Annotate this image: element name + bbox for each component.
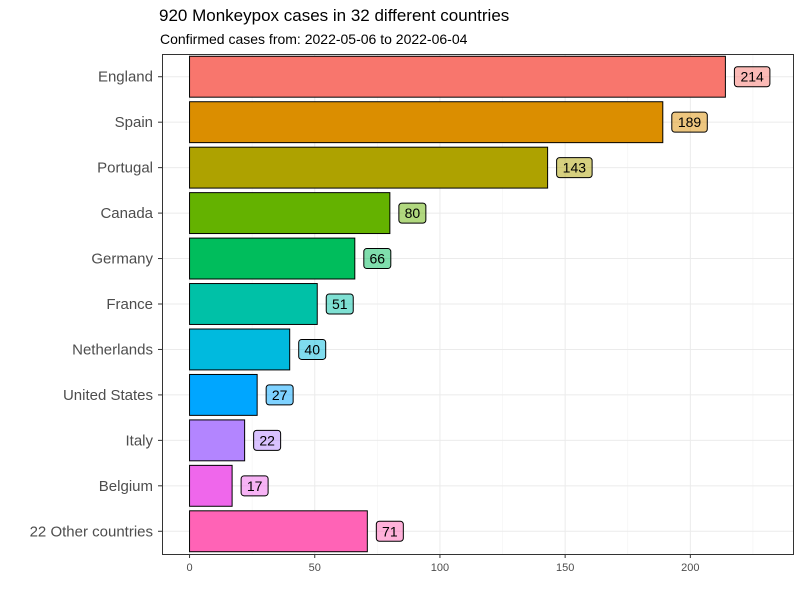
- category-label: Spain: [115, 114, 153, 131]
- data-label-box: [363, 248, 392, 270]
- category-label: United States: [63, 387, 153, 404]
- data-label-box: [253, 429, 282, 451]
- bar: [189, 237, 356, 280]
- bar: [189, 373, 258, 416]
- data-label-box: [398, 202, 427, 224]
- data-label: 80: [405, 205, 421, 221]
- bar: [189, 192, 391, 235]
- data-label-box: [733, 66, 771, 88]
- data-label: 66: [370, 251, 386, 267]
- data-label: 143: [563, 160, 587, 176]
- bars: [189, 55, 726, 553]
- bar: [189, 464, 233, 507]
- data-label-box: [375, 520, 404, 542]
- data-label: 40: [304, 341, 320, 357]
- chart-subtitle: Confirmed cases from: 2022-05-06 to 2022…: [160, 31, 468, 47]
- category-label: France: [106, 296, 153, 313]
- x-tick-label: 100: [431, 562, 449, 574]
- data-label-box: [265, 384, 294, 406]
- data-label-box: [671, 111, 708, 133]
- data-label: 51: [332, 296, 348, 312]
- data-label: 214: [740, 69, 764, 85]
- bar: [189, 283, 318, 325]
- x-tick-label: 50: [309, 562, 321, 574]
- category-label: Portugal: [97, 160, 153, 177]
- category-label: Netherlands: [72, 341, 153, 358]
- x-tick-label: 200: [681, 562, 699, 574]
- data-label-box: [298, 338, 327, 360]
- category-label: Belgium: [99, 478, 153, 495]
- category-label: Italy: [125, 432, 153, 449]
- bar: [189, 146, 549, 189]
- category-label: England: [98, 69, 153, 86]
- axes: 0 50 100 150 200 England Spain Portugal Canada Ge…: [30, 69, 700, 574]
- bar: [189, 55, 726, 98]
- data-label-box: [325, 293, 354, 315]
- bar: [189, 419, 246, 462]
- data-label: 71: [382, 523, 398, 539]
- bar: [189, 510, 368, 553]
- data-labels: 214 189 143 80 66 51 40 27 22 17 71: [240, 66, 771, 542]
- category-label: Canada: [100, 205, 153, 222]
- chart-title: 920 Monkeypox cases in 32 different coun…: [159, 6, 510, 25]
- data-label: 22: [259, 432, 275, 448]
- data-label-box: [240, 475, 269, 497]
- bar: [189, 101, 664, 144]
- data-label: 27: [272, 387, 288, 403]
- data-label: 189: [678, 114, 702, 130]
- plot-panel-border: [162, 54, 794, 555]
- bar: [189, 328, 291, 371]
- data-label-box: [556, 157, 593, 179]
- category-label: Germany: [91, 251, 153, 268]
- x-tick-label: 0: [186, 562, 192, 574]
- data-label: 17: [247, 478, 263, 494]
- x-tick-label: 150: [556, 562, 574, 574]
- category-label: 22 Other countries: [30, 523, 153, 540]
